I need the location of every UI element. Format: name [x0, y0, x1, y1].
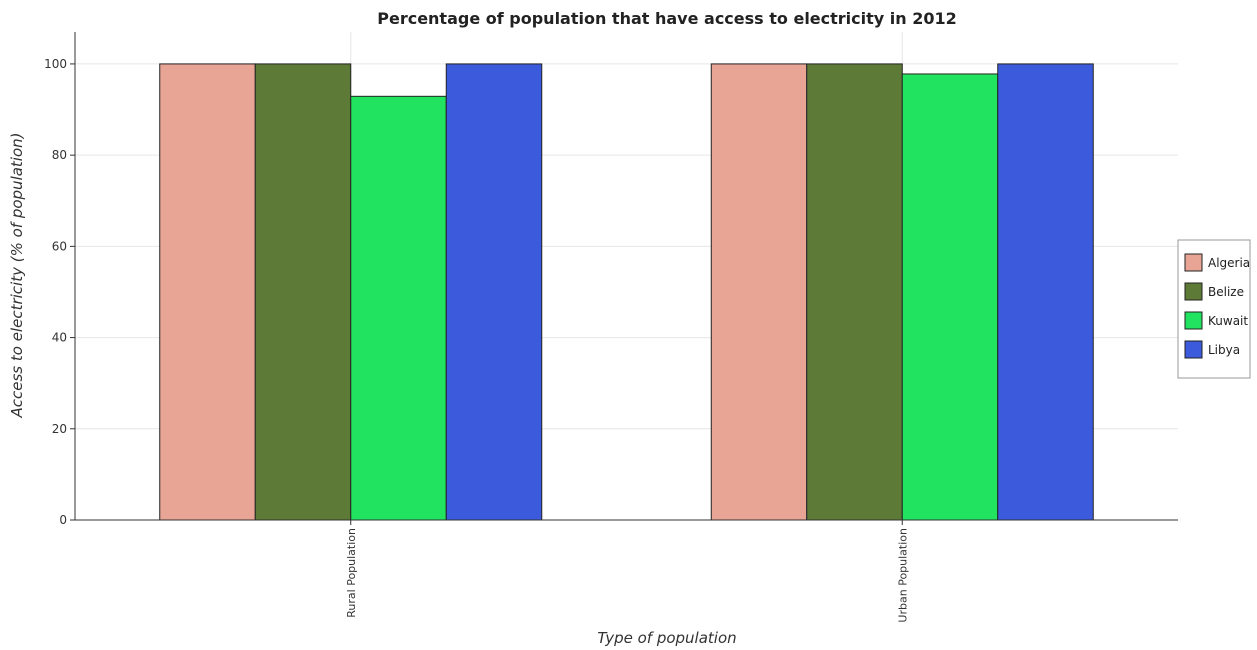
- legend-label-kuwait: Kuwait: [1208, 314, 1248, 328]
- legend-swatch-belize: [1184, 282, 1203, 301]
- y-tick-label: 0: [59, 513, 67, 527]
- y-tick-label: 40: [52, 331, 67, 345]
- legend-label-algeria: Algeria: [1208, 256, 1250, 270]
- bar-algeria: [710, 63, 808, 521]
- bar-kuwait: [350, 95, 447, 521]
- bars: [159, 63, 1094, 521]
- y-tick-label: 20: [52, 422, 67, 436]
- y-tick-label: 100: [44, 57, 67, 71]
- legend-swatch-algeria: [1184, 253, 1203, 272]
- legend-label-libya: Libya: [1208, 343, 1240, 357]
- bar-libya: [445, 63, 543, 521]
- x-tick-label: Urban Population: [896, 528, 909, 623]
- y-tick-label: 60: [52, 239, 67, 253]
- bar-belize: [806, 63, 903, 521]
- legend: Algeria Belize Kuwait Libya: [1177, 239, 1251, 379]
- x-tick-label: Rural Population: [345, 528, 358, 618]
- x-axis-label: Type of population: [597, 629, 736, 647]
- bar-algeria: [159, 63, 256, 521]
- bar-kuwait: [901, 73, 999, 521]
- axes: 0 20 40 60 80 100 Rural Population Urban Popula…: [44, 32, 1178, 623]
- legend-label-belize: Belize: [1208, 285, 1244, 299]
- y-tick-label: 80: [52, 148, 67, 162]
- legend-swatch-kuwait: [1184, 311, 1203, 330]
- bar-libya: [997, 63, 1094, 521]
- legend-swatch-libya: [1184, 340, 1203, 359]
- y-axis-label: Access to electricity (% of population): [8, 132, 26, 418]
- bar-belize: [254, 63, 352, 521]
- chart-title: Percentage of population that have acces…: [377, 9, 957, 28]
